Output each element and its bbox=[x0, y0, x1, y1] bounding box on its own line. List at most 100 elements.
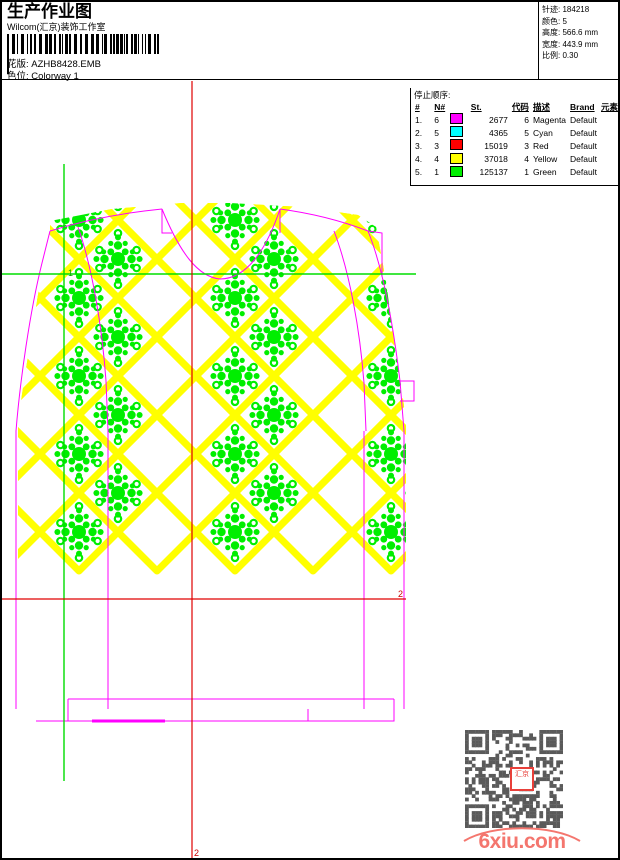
table-row: 4. 4 37018 4 Yellow Default bbox=[413, 152, 618, 166]
cell-element bbox=[599, 153, 618, 166]
colorway-label: 色位: bbox=[7, 71, 29, 82]
cell-brand: Default bbox=[570, 114, 597, 125]
cell-needle: 3 bbox=[434, 140, 440, 151]
cell-index: 1. bbox=[415, 114, 423, 125]
cell-stitches: 15019 bbox=[484, 140, 508, 151]
design-file-label: 花版: bbox=[7, 59, 29, 70]
guide-label-2-horizontal: 2 bbox=[398, 589, 403, 599]
watermark: 汇京 6xiu.com bbox=[457, 730, 587, 855]
info-stitches-label: 针迹: bbox=[542, 5, 561, 14]
info-colors: 颜色: 5 bbox=[542, 16, 615, 28]
watermark-site: 6xiu.com bbox=[478, 830, 566, 853]
info-width: 宽度: 443.9 mm bbox=[542, 39, 615, 51]
design-file-value: AZHB8428.EMB bbox=[31, 59, 101, 70]
cell-needle: 1 bbox=[434, 167, 440, 178]
table-row: 5. 1 125137 1 Green Default bbox=[413, 165, 618, 179]
cell-needle: 6 bbox=[434, 114, 440, 125]
qr-stamp-logo: 汇京 bbox=[510, 767, 534, 791]
cell-description: Red bbox=[532, 140, 549, 151]
col-element: 元素 bbox=[600, 102, 618, 112]
color-swatch bbox=[450, 152, 464, 164]
design-canvas: 1 2 2 bbox=[2, 81, 618, 858]
cell-stitches: 2677 bbox=[488, 114, 508, 125]
cell-stitches: 125137 bbox=[479, 167, 508, 178]
col-code: 代码 bbox=[511, 102, 529, 112]
cell-swatch bbox=[448, 165, 469, 179]
info-height-label: 高度: bbox=[542, 28, 561, 38]
info-colors-label: 颜色: bbox=[542, 16, 561, 26]
cell-code: 5 bbox=[524, 127, 529, 138]
cell-brand: Default bbox=[570, 127, 597, 138]
cell-swatch bbox=[448, 126, 469, 139]
cell-needle: 5 bbox=[434, 127, 440, 138]
page-title: 生产作业图 bbox=[7, 2, 92, 21]
cell-code: 6 bbox=[524, 114, 529, 125]
col-needle: N# bbox=[434, 102, 446, 112]
design-svg: 1 2 2 bbox=[2, 81, 416, 858]
table-header-row: # N# St. 代码 描述 Brand 元素 bbox=[413, 101, 618, 113]
cell-index: 2. bbox=[415, 127, 423, 138]
cell-index: 5. bbox=[415, 167, 423, 178]
info-colors-value: 5 bbox=[562, 16, 567, 26]
info-scale: 比例: 0.30 bbox=[542, 50, 615, 62]
cell-description: Green bbox=[532, 167, 557, 178]
color-swatch bbox=[450, 126, 464, 138]
info-width-value: 443.9 mm bbox=[562, 39, 599, 49]
stop-sequence-caption: 停止顺序: bbox=[414, 90, 451, 100]
col-stitches: St. bbox=[470, 102, 482, 112]
cell-index: 3. bbox=[415, 140, 423, 151]
col-swatch bbox=[448, 101, 469, 113]
stop-sequence-table: # N# St. 代码 描述 Brand 元素 1. 6 2677 6 Magenta D… bbox=[413, 101, 618, 179]
info-scale-label: 比例: bbox=[542, 51, 561, 61]
cell-index: 4. bbox=[415, 154, 423, 165]
stop-sequence-panel: 停止顺序: # N# St. 代码 描述 Brand 元素 1. 6 2677 6 Ma… bbox=[410, 88, 618, 186]
embroidery-fill bbox=[18, 203, 406, 575]
info-scale-value: 0.30 bbox=[562, 51, 579, 61]
cell-description: Magenta bbox=[532, 114, 567, 125]
cell-code: 3 bbox=[524, 140, 529, 151]
cell-element bbox=[599, 113, 618, 126]
table-row: 3. 3 15019 3 Red Default bbox=[413, 139, 618, 152]
cell-brand: Default bbox=[570, 167, 597, 178]
cell-element bbox=[599, 166, 618, 179]
info-height: 高度: 566.6 mm bbox=[542, 27, 615, 39]
guide-label-1: 1 bbox=[68, 268, 73, 278]
col-brand: Brand bbox=[570, 102, 595, 112]
cell-stitches: 37018 bbox=[484, 154, 508, 165]
cell-swatch bbox=[448, 139, 469, 152]
colorway-value: Colorway 1 bbox=[31, 71, 79, 82]
cell-swatch bbox=[448, 113, 469, 126]
guide-label-2-vertical: 2 bbox=[194, 848, 199, 858]
table-row: 1. 6 2677 6 Magenta Default bbox=[413, 113, 618, 126]
cell-code: 4 bbox=[524, 154, 529, 165]
cell-brand: Default bbox=[570, 140, 597, 151]
cell-description: Yellow bbox=[532, 154, 558, 165]
studio-name: Wilcom(汇京)装饰工作室 bbox=[7, 22, 106, 32]
info-width-label: 宽度: bbox=[542, 39, 561, 49]
guide-lines bbox=[2, 81, 416, 858]
info-stitches-value: 184218 bbox=[562, 5, 590, 14]
sheet-header: 生产作业图 Wilcom(汇京)装饰工作室 花版: AZHB8428.EMB 色… bbox=[2, 2, 618, 82]
col-index: # bbox=[415, 102, 420, 112]
cell-stitches: 4365 bbox=[488, 127, 508, 138]
design-info-box: 针迹: 184218 颜色: 5 高度: 566.6 mm 宽度: 443.9 … bbox=[538, 2, 618, 80]
cell-element bbox=[599, 139, 618, 152]
cell-swatch bbox=[448, 152, 469, 166]
col-description: 描述 bbox=[532, 102, 550, 112]
cell-needle: 4 bbox=[434, 154, 440, 165]
cell-description: Cyan bbox=[532, 127, 553, 138]
cell-element bbox=[599, 126, 618, 139]
cell-brand: Default bbox=[570, 154, 597, 165]
info-height-value: 566.6 mm bbox=[562, 28, 599, 38]
cell-code: 1 bbox=[524, 167, 529, 178]
table-row: 2. 5 4365 5 Cyan Default bbox=[413, 126, 618, 139]
qr-code-icon: 汇京 bbox=[465, 730, 563, 828]
colorway-line: 色位: Colorway 1 bbox=[7, 68, 79, 82]
color-swatch bbox=[450, 165, 464, 177]
color-swatch bbox=[450, 113, 464, 124]
barcode bbox=[7, 34, 164, 74]
qr-stamp-text: 汇京 bbox=[515, 771, 529, 778]
watermark-arc bbox=[463, 827, 581, 842]
design-file-line: 花版: AZHB8428.EMB bbox=[7, 56, 101, 70]
